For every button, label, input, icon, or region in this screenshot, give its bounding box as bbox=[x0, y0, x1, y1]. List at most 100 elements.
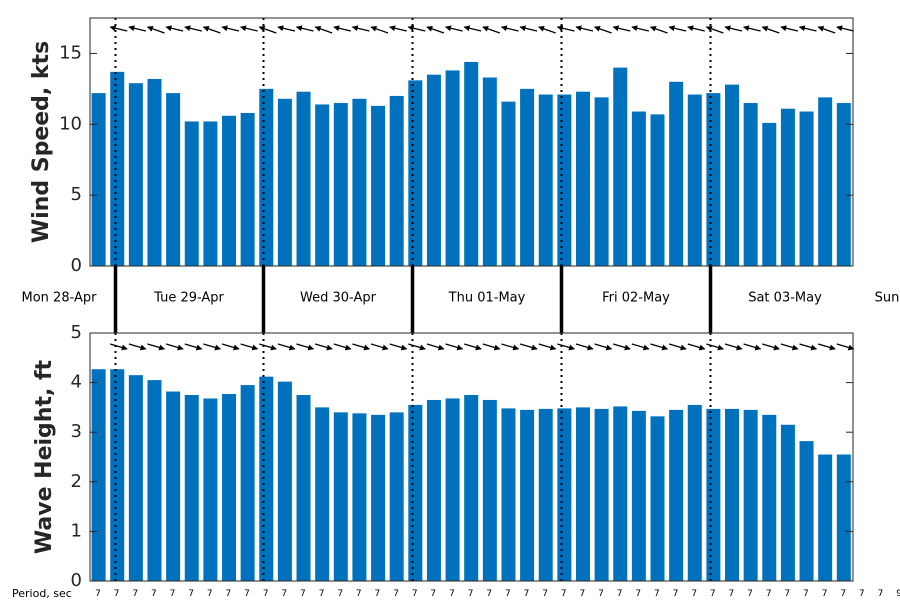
wind-direction-arrow bbox=[780, 25, 799, 32]
wind-bar bbox=[631, 111, 646, 266]
wave-bar bbox=[240, 385, 255, 581]
wind-direction-arrow bbox=[165, 25, 184, 32]
wave-bar bbox=[520, 409, 535, 581]
wind-bar bbox=[166, 93, 181, 266]
wave-bar bbox=[594, 408, 609, 581]
wind-direction-arrow bbox=[482, 25, 500, 34]
wave-direction-arrow bbox=[575, 343, 594, 351]
wave-direction-arrow bbox=[445, 343, 464, 351]
wind-direction-arrow bbox=[351, 25, 370, 32]
wind-direction-arrow bbox=[761, 25, 780, 34]
wave-ylabel: Wave Height, ft bbox=[32, 359, 57, 554]
wind-direction-arrow bbox=[128, 25, 147, 32]
wave-direction-arrow bbox=[557, 343, 575, 351]
period-value: 7 bbox=[319, 589, 325, 599]
wind-bar bbox=[277, 98, 292, 266]
period-value: 7 bbox=[505, 589, 511, 599]
period-value: 7 bbox=[468, 589, 474, 599]
period-value: 7 bbox=[766, 589, 772, 599]
wave-direction-arrow bbox=[110, 343, 128, 351]
wind-bar bbox=[222, 115, 237, 266]
wave-direction-arrow bbox=[184, 343, 203, 351]
period-value: 7 bbox=[878, 589, 884, 599]
period-value: 7 bbox=[840, 589, 846, 599]
wave-direction-arrow bbox=[370, 343, 389, 351]
period-value: 7 bbox=[859, 589, 865, 599]
wave-bar bbox=[799, 441, 814, 581]
wave-bar bbox=[408, 404, 423, 581]
wave-bar bbox=[501, 408, 516, 581]
day-label: Tue 29-Apr bbox=[153, 291, 224, 306]
wind-bar bbox=[594, 97, 609, 266]
period-value: 7 bbox=[673, 589, 679, 599]
wind-bar bbox=[725, 84, 740, 266]
period-value: 7 bbox=[691, 589, 697, 599]
wave-direction-arrow bbox=[799, 343, 818, 351]
period-value: 7 bbox=[263, 589, 269, 599]
wave-bar bbox=[557, 408, 572, 581]
wind-bar bbox=[296, 91, 311, 266]
wind-bar bbox=[650, 114, 665, 267]
strip-day-dividers bbox=[113, 266, 713, 333]
wind-direction-arrow bbox=[594, 25, 612, 34]
wind-direction-arrow bbox=[370, 25, 389, 34]
wind-direction-arrow bbox=[705, 25, 724, 34]
wind-direction-arrow bbox=[724, 25, 743, 32]
wind-direction-arrow bbox=[463, 25, 482, 32]
wave-direction-arrow bbox=[762, 343, 780, 351]
wind-bar bbox=[333, 103, 348, 266]
day-label: Thu 01-May bbox=[448, 291, 526, 306]
wind-bar bbox=[128, 83, 143, 266]
period-value: 7 bbox=[207, 589, 213, 599]
period-value: 7 bbox=[822, 589, 828, 599]
wave-bar bbox=[389, 412, 404, 581]
period-value: 7 bbox=[635, 589, 641, 599]
period-value: 7 bbox=[132, 589, 138, 599]
wave-bar bbox=[538, 408, 553, 581]
wave-direction-arrow bbox=[501, 343, 520, 351]
wind-bar bbox=[203, 121, 218, 266]
wave-bar bbox=[836, 454, 851, 581]
period-value: 7 bbox=[561, 589, 567, 599]
wind-bar bbox=[352, 98, 367, 266]
day-label: Wed 30-Apr bbox=[300, 291, 377, 306]
wind-direction-arrow bbox=[519, 25, 538, 32]
period-value: 7 bbox=[188, 589, 194, 599]
wave-ytick-label: 4 bbox=[71, 372, 82, 393]
wave-bar bbox=[650, 416, 665, 581]
wave-ytick-label: 3 bbox=[71, 421, 82, 442]
wind-direction-arrow bbox=[240, 25, 258, 32]
wave-bar bbox=[352, 413, 367, 581]
wind-bar bbox=[482, 77, 497, 267]
wind-direction-arrow bbox=[500, 25, 519, 32]
wind-bar bbox=[687, 94, 702, 266]
wind-bar bbox=[743, 103, 758, 266]
wind-ytick-label: 10 bbox=[59, 113, 82, 134]
period-value: 7 bbox=[598, 589, 604, 599]
period-value: 7 bbox=[449, 589, 455, 599]
wind-direction-arrow bbox=[277, 25, 296, 32]
wind-bar bbox=[501, 101, 516, 266]
wave-bar bbox=[203, 398, 218, 581]
wind-direction-arrow bbox=[575, 25, 594, 32]
wave-bar bbox=[333, 412, 348, 581]
wind-bar bbox=[464, 61, 479, 267]
wind-bar bbox=[184, 121, 199, 266]
wave-direction-arrow bbox=[706, 343, 724, 351]
period-value: 7 bbox=[412, 589, 418, 599]
day-label: Fri 02-May bbox=[602, 291, 670, 306]
wind-bar bbox=[371, 105, 386, 266]
wave-direction-arrow bbox=[352, 343, 370, 351]
wave-bar bbox=[259, 376, 274, 581]
wave-ytick-label: 5 bbox=[71, 322, 82, 343]
wave-direction-arrow bbox=[538, 343, 557, 351]
period-value: 7 bbox=[729, 589, 735, 599]
wind-direction-arrow bbox=[798, 25, 817, 32]
period-value: 7 bbox=[281, 589, 287, 599]
wave-direction-arrow bbox=[203, 343, 221, 351]
wave-bar bbox=[575, 407, 590, 581]
wind-direction-arrow bbox=[743, 25, 761, 32]
wind-bar bbox=[762, 122, 777, 267]
wave-direction-arrow bbox=[724, 343, 743, 351]
